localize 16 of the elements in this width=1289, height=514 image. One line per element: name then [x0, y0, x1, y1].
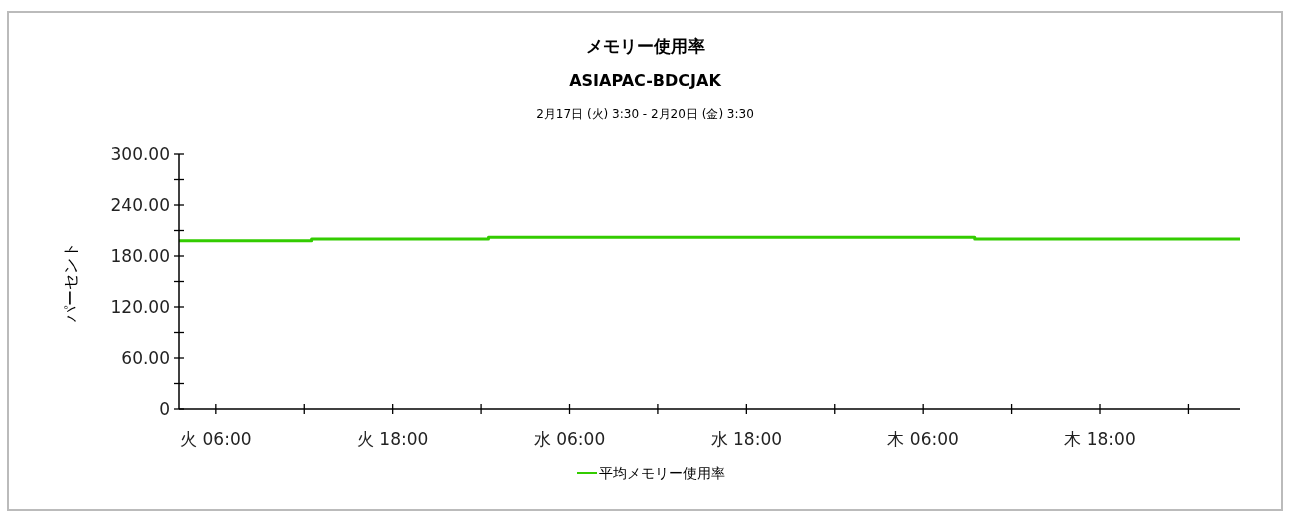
x-tick-label: 水 18:00 — [710, 429, 783, 449]
x-tick-label: 火 06:00 — [180, 429, 252, 449]
legend-label: 平均メモリー使用率 — [599, 465, 725, 481]
x-tick-label: 水 06:00 — [533, 429, 606, 449]
y-tick-label: 300.00 — [110, 144, 170, 164]
y-tick-label: 180.00 — [110, 246, 170, 266]
x-tick-label: 木 06:00 — [887, 429, 959, 449]
chart-title: メモリー使用率 — [585, 36, 705, 56]
y-tick-label: 60.00 — [121, 348, 170, 368]
y-tick-label: 240.00 — [110, 195, 170, 215]
x-tick-label: 木 18:00 — [1064, 429, 1136, 449]
y-tick-label: 0 — [159, 399, 170, 419]
x-tick-label: 火 18:00 — [356, 429, 429, 449]
chart-subtitle: ASIAPAC-BDCJAK 2月17日 (火) 3:30 - 2月20日 (金) 3:30 — [536, 71, 754, 121]
y-axis-title: パーセント — [61, 241, 80, 323]
y-tick-label: 120.00 — [110, 297, 170, 317]
